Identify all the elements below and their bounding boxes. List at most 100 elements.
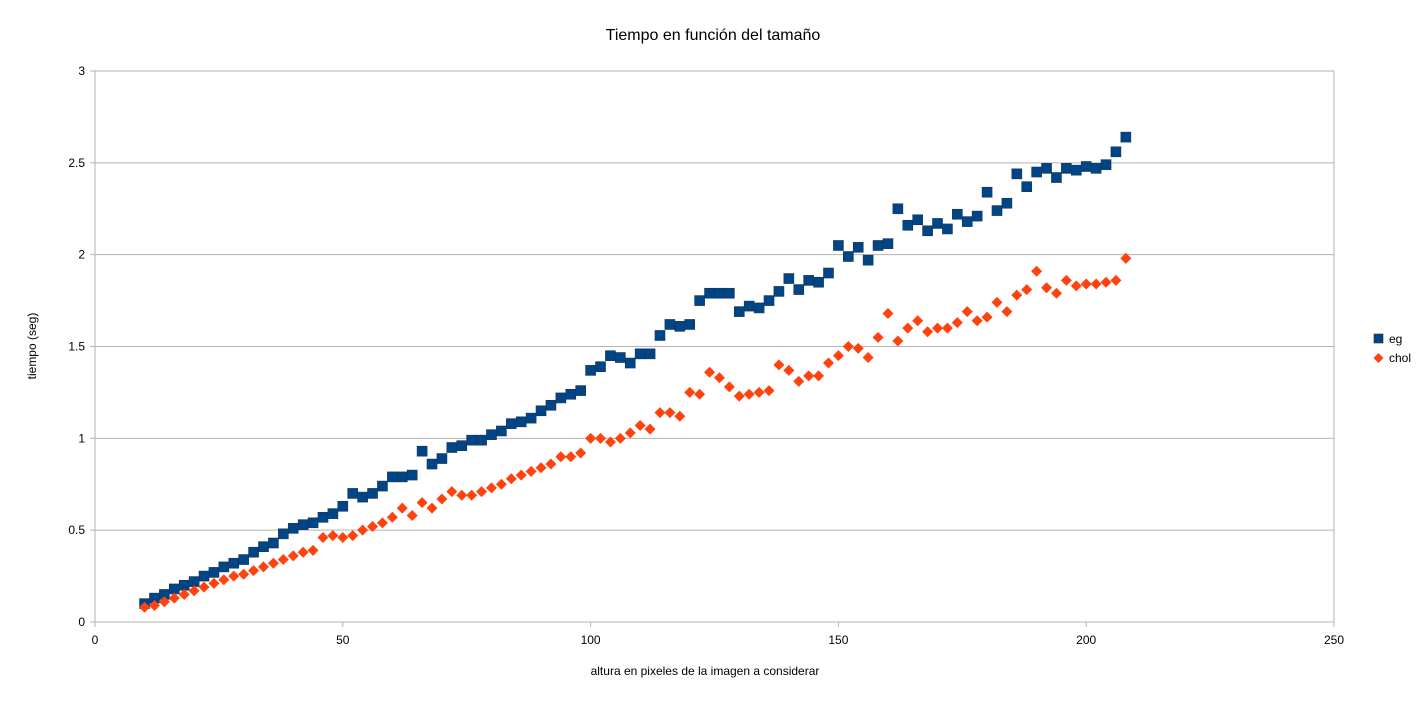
data-point-chol — [664, 407, 676, 419]
x-tick-label: 150 — [828, 633, 848, 647]
data-point-chol — [862, 352, 874, 364]
data-point-eg — [287, 523, 299, 534]
data-point-eg — [208, 567, 220, 578]
data-point-eg — [1011, 168, 1023, 180]
data-point-eg — [1120, 131, 1132, 143]
data-point-eg — [188, 576, 200, 587]
legend-label-chol: chol — [1389, 351, 1411, 365]
data-point-eg — [466, 434, 477, 446]
data-point-chol — [1001, 306, 1013, 318]
data-point-eg — [347, 488, 359, 499]
data-point-chol — [297, 546, 309, 558]
data-point-eg — [486, 429, 497, 440]
data-point-chol — [575, 447, 587, 459]
data-point-eg — [872, 240, 884, 251]
data-point-chol — [357, 524, 369, 536]
data-point-chol — [406, 509, 418, 521]
y-tick-label: 1 — [78, 431, 85, 445]
y-tick-label: 2 — [78, 248, 85, 262]
y-tick-label: 0 — [78, 615, 85, 629]
data-point-chol — [238, 568, 250, 580]
data-point-chol — [476, 486, 488, 498]
data-point-eg — [377, 480, 388, 492]
y-tick-label: 1.5 — [68, 340, 85, 354]
gridlines — [95, 70, 1334, 531]
data-point-eg — [218, 561, 230, 573]
data-point-eg — [515, 416, 527, 428]
legend-marker-chol — [1373, 353, 1384, 363]
data-point-eg — [545, 399, 557, 411]
data-point-eg — [575, 385, 586, 396]
data-point-chol — [852, 342, 864, 354]
data-point-eg — [892, 203, 904, 215]
data-point-eg — [743, 300, 755, 312]
data-point-eg — [704, 287, 715, 299]
data-point-chol — [1080, 278, 1092, 290]
data-point-chol — [743, 388, 755, 400]
data-point-eg — [1100, 159, 1112, 170]
data-point-chol — [208, 577, 220, 589]
data-point-chol — [436, 493, 448, 505]
data-point-eg — [694, 295, 705, 306]
data-point-eg — [525, 412, 537, 424]
data-point-eg — [535, 405, 547, 417]
data-point-eg — [595, 361, 606, 373]
x-tick-label: 200 — [1076, 633, 1096, 647]
data-point-chol — [595, 432, 607, 444]
data-point-eg — [1001, 197, 1013, 209]
data-point-chol — [347, 530, 359, 542]
data-point-eg — [843, 251, 854, 262]
data-point-chol — [1070, 280, 1082, 292]
data-point-chol — [932, 322, 944, 334]
data-point-eg — [406, 469, 418, 481]
data-point-eg — [327, 508, 339, 519]
data-point-chol — [783, 364, 795, 376]
x-axis-ticks: 0 50 100 150 200 250 — [92, 622, 1344, 647]
data-point-eg — [268, 537, 279, 549]
data-point-chol — [396, 502, 408, 514]
data-point-eg — [952, 208, 963, 220]
data-point-chol — [902, 322, 914, 334]
data-point-eg — [168, 583, 180, 595]
data-point-chol — [367, 520, 379, 532]
data-point-eg — [773, 286, 785, 297]
y-tick-label: 2.5 — [68, 156, 85, 170]
data-point-eg — [753, 302, 765, 314]
chart-title: Tiempo en función del tamaño — [606, 27, 821, 44]
data-point-chol — [456, 489, 468, 501]
data-point-chol — [565, 451, 577, 463]
data-point-eg — [1110, 146, 1122, 158]
data-point-eg — [198, 570, 210, 582]
data-point-chol — [1100, 276, 1112, 288]
data-point-eg — [932, 218, 943, 229]
data-point-chol — [267, 557, 279, 569]
data-point-eg — [416, 445, 428, 457]
data-point-chol — [525, 465, 537, 477]
data-point-chol — [793, 375, 805, 387]
y-tick-label: 0.5 — [68, 523, 85, 537]
data-point-chol — [248, 565, 260, 577]
data-point-eg — [922, 225, 933, 237]
data-point-eg — [833, 240, 844, 251]
data-point-eg — [1031, 166, 1042, 178]
data-point-chol — [842, 341, 854, 352]
data-point-chol — [882, 307, 894, 319]
data-point-chol — [981, 311, 993, 323]
data-point-eg — [178, 579, 190, 591]
data-point-eg — [476, 434, 487, 446]
data-point-chol — [1110, 274, 1122, 286]
data-point-eg — [585, 365, 596, 376]
series-eg — [139, 131, 1132, 609]
data-point-eg — [783, 273, 795, 284]
data-point-chol — [1060, 274, 1072, 286]
data-point-eg — [1061, 163, 1072, 174]
data-point-eg — [555, 392, 567, 404]
data-point-chol — [426, 502, 438, 514]
x-tick-label: 0 — [92, 633, 99, 647]
data-point-chol — [485, 482, 497, 494]
data-point-chol — [218, 574, 230, 586]
data-point-eg — [961, 216, 973, 227]
data-point-eg — [1080, 161, 1092, 172]
data-point-chol — [416, 497, 428, 509]
